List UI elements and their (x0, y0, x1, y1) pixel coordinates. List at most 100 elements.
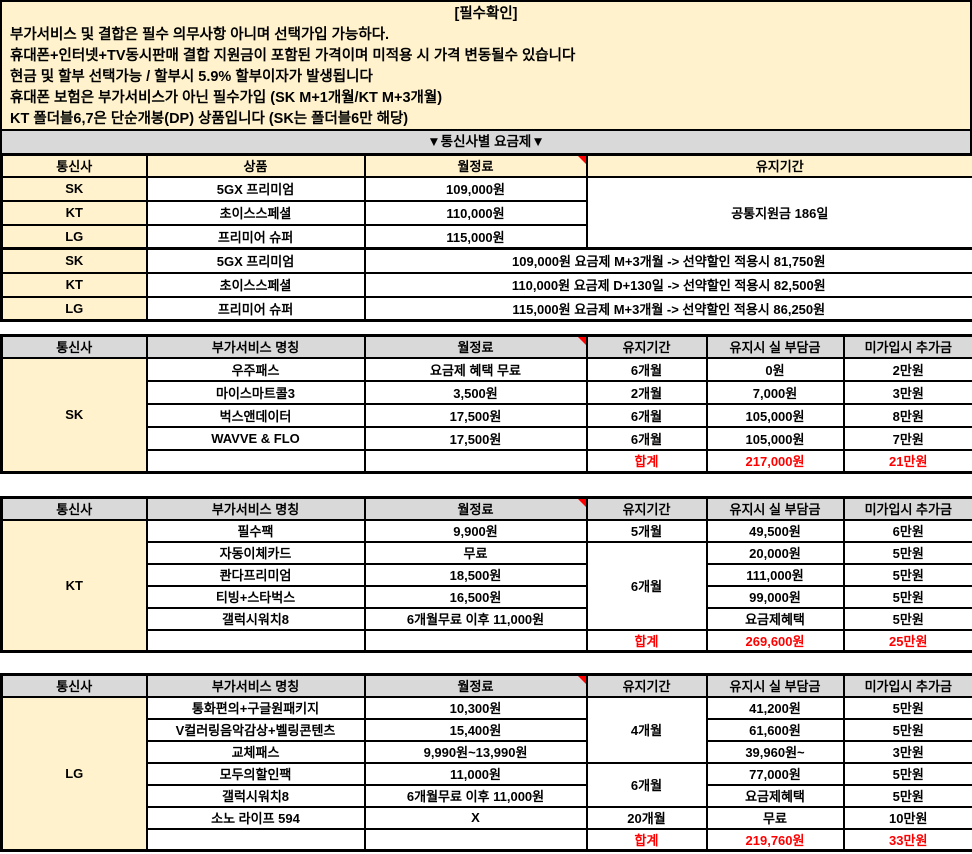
extra-cell: 5만원 (842, 717, 972, 742)
col-header-period: 유지기간 (585, 334, 708, 359)
carrier-cell: SK (0, 247, 148, 274)
product-cell: 5GX 프리미엄 (145, 175, 366, 202)
fee-cell: 115,000원 (363, 223, 588, 250)
extra-cell: 8만원 (842, 402, 972, 428)
section-title-bar: ▼통신사별 요금제▼ (0, 131, 972, 153)
spacer (0, 653, 972, 673)
support-note-cell: 공통지원금 186일 (585, 175, 972, 250)
empty-cell (145, 628, 366, 653)
cost-cell: 61,600원 (705, 717, 845, 742)
extra-cell: 5만원 (842, 540, 972, 565)
fee-cell: 11,000원 (363, 761, 588, 786)
cost-cell: 요금제혜택 (705, 606, 845, 631)
spacer (0, 322, 972, 334)
carrier-cell: KT (0, 271, 148, 298)
fee-cell: 3,500원 (363, 379, 588, 405)
col-header-fee: 월정료 (363, 673, 588, 698)
addon-name-cell: 교체패스 (145, 739, 366, 764)
total-cost-cell: 219,760원 (705, 827, 845, 852)
addon-name-cell: 우주패스 (145, 356, 366, 382)
total-label-cell: 합계 (585, 628, 708, 653)
discount-detail-cell: 110,000원 요금제 D+130일 -> 선약할인 적용시 82,500원 (363, 271, 972, 298)
fee-cell: 17,500원 (363, 402, 588, 428)
empty-cell (363, 628, 588, 653)
extra-cell: 5만원 (842, 606, 972, 631)
fee-cell: 9,900원 (363, 518, 588, 543)
extra-cell: 5만원 (842, 584, 972, 609)
total-cost-cell: 269,600원 (705, 628, 845, 653)
col-header-fee: 월정료 (363, 334, 588, 359)
discount-detail-cell: 115,000원 요금제 M+3개월 -> 선약할인 적용시 86,250원 (363, 295, 972, 322)
product-cell: 프리미어 슈퍼 (145, 223, 366, 250)
comment-indicator-icon (577, 499, 585, 507)
product-cell: 초이스스페셜 (145, 271, 366, 298)
col-header-carrier: 통신사 (0, 673, 148, 698)
notice-line: 휴대폰+인터넷+TV동시판매 결합 지원금이 포함된 가격이며 미적용 시 가격… (10, 47, 576, 64)
notice-line: 휴대폰 보험은 부가서비스가 아닌 필수가입 (SK M+1개월/KT M+3개… (10, 89, 443, 106)
fee-cell: 109,000원 (363, 175, 588, 202)
col-header-cost: 유지시 실 부담금 (705, 496, 845, 521)
col-header-carrier: 통신사 (0, 496, 148, 521)
carrier-plan-table: 통신사 상품 월정료 유지기간 SK 5GX 프리미엄 109,000원 공통지… (0, 153, 972, 322)
extra-cell: 5만원 (842, 695, 972, 720)
cost-cell: 41,200원 (705, 695, 845, 720)
addon-name-cell: 소노 라이프 594 (145, 805, 366, 830)
col-header-name: 부가서비스 명칭 (145, 334, 366, 359)
col-header-fee: 월정료 (363, 153, 588, 178)
period-cell: 6개월 (585, 356, 708, 382)
period-cell: 5개월 (585, 518, 708, 543)
extra-cell: 7만원 (842, 425, 972, 451)
addon-name-cell: 마이스마트콜3 (145, 379, 366, 405)
period-cell: 6개월 (585, 761, 708, 808)
cost-cell: 20,000원 (705, 540, 845, 565)
total-extra-cell: 25만원 (842, 628, 972, 653)
total-label-cell: 합계 (585, 827, 708, 852)
period-cell: 20개월 (585, 805, 708, 830)
spacer (0, 474, 972, 496)
empty-cell (363, 448, 588, 474)
col-header-name: 부가서비스 명칭 (145, 496, 366, 521)
col-header-carrier: 통신사 (0, 153, 148, 178)
fee-cell: 6개월무료 이후 11,000원 (363, 783, 588, 808)
addon-name-cell: WAVVE & FLO (145, 425, 366, 451)
carrier-cell: KT (0, 518, 148, 653)
empty-cell (145, 827, 366, 852)
empty-cell (363, 827, 588, 852)
col-header-product: 상품 (145, 153, 366, 178)
cost-cell: 111,000원 (705, 562, 845, 587)
col-header-period: 유지기간 (585, 496, 708, 521)
fee-cell: 9,990원~13,990원 (363, 739, 588, 764)
fee-cell: 6개월무료 이후 11,000원 (363, 606, 588, 631)
notice-banner: [필수확인] 부가서비스 및 결합은 필수 의무사항 아니며 선택가입 가능하다… (0, 0, 972, 131)
carrier-cell: LG (0, 223, 148, 250)
cost-cell: 105,000원 (705, 402, 845, 428)
product-cell: 프리미어 슈퍼 (145, 295, 366, 322)
col-header-cost: 유지시 실 부담금 (705, 673, 845, 698)
total-label-cell: 합계 (585, 448, 708, 474)
col-header-extra: 미가입시 추가금 (842, 496, 972, 521)
cost-cell: 무료 (705, 805, 845, 830)
col-header-extra: 미가입시 추가금 (842, 673, 972, 698)
fee-cell: 무료 (363, 540, 588, 565)
kt-addon-table: 통신사 부가서비스 명칭 월정료 유지기간 유지시 실 부담금 미가입시 추가금… (0, 496, 972, 653)
cost-cell: 요금제혜택 (705, 783, 845, 808)
addon-name-cell: 자동이체카드 (145, 540, 366, 565)
carrier-cell: SK (0, 175, 148, 202)
cost-cell: 39,960원~ (705, 739, 845, 764)
extra-cell: 5만원 (842, 562, 972, 587)
notice-line: 현금 및 할부 선택가능 / 할부시 5.9% 할부이자가 발생됩니다 (10, 68, 373, 85)
col-header-period: 유지기간 (585, 673, 708, 698)
carrier-cell: KT (0, 199, 148, 226)
fee-cell: 17,500원 (363, 425, 588, 451)
period-cell: 6개월 (585, 425, 708, 451)
period-cell: 6개월 (585, 402, 708, 428)
notice-title: [필수확인] (454, 6, 518, 22)
fee-cell: 16,500원 (363, 584, 588, 609)
period-cell: 6개월 (585, 540, 708, 631)
extra-cell: 10만원 (842, 805, 972, 830)
cost-cell: 7,000원 (705, 379, 845, 405)
addon-name-cell: 티빙+스타벅스 (145, 584, 366, 609)
fee-cell: 18,500원 (363, 562, 588, 587)
addon-name-cell: 콴다프리미엄 (145, 562, 366, 587)
